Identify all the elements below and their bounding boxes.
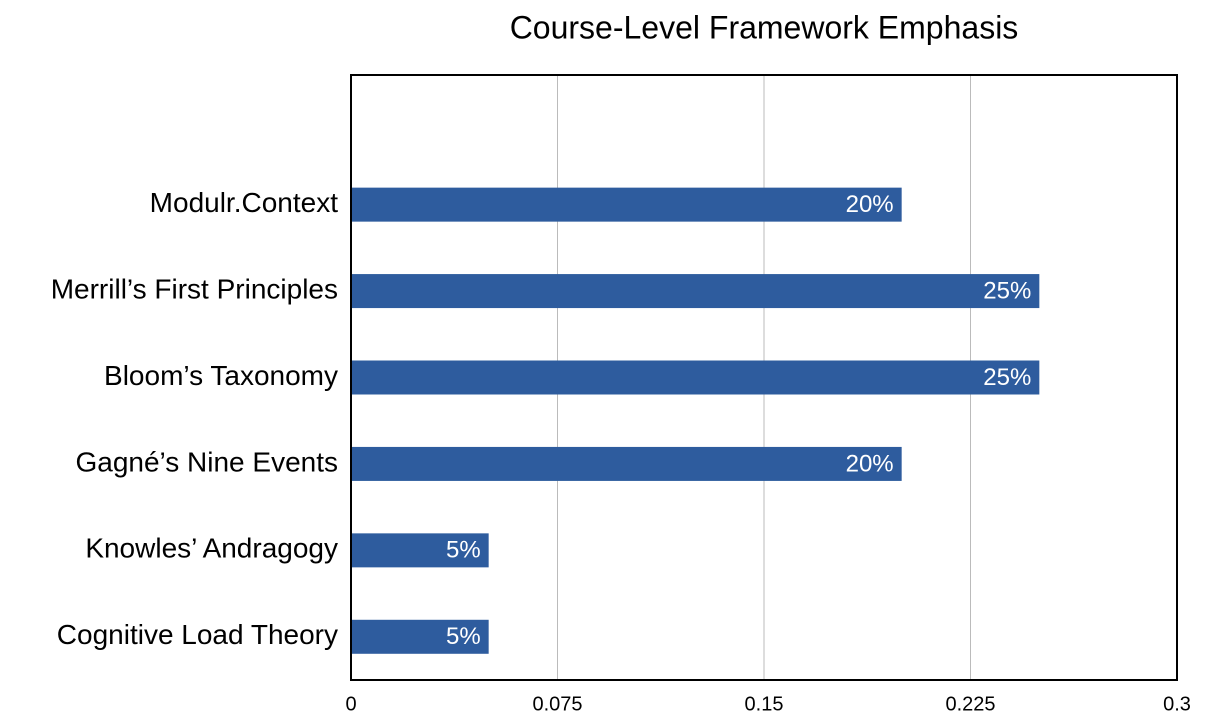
x-tick-label: 0 bbox=[345, 693, 356, 715]
bar bbox=[351, 446, 902, 481]
x-tick-label: 0.075 bbox=[532, 693, 582, 715]
bar bbox=[351, 360, 1040, 395]
y-tick-label: Bloom’s Taxonomy bbox=[104, 360, 338, 391]
bar bbox=[351, 274, 1040, 309]
plot-frame bbox=[350, 74, 1178, 681]
value-label: 25% bbox=[983, 364, 1031, 391]
value-label: 20% bbox=[846, 191, 894, 218]
x-tick-label: 0.225 bbox=[945, 693, 995, 715]
y-tick-label: Merrill’s First Principles bbox=[51, 273, 338, 304]
chart-title: Course-Level Framework Emphasis bbox=[510, 9, 1019, 45]
y-tick-label: Knowles’ Andragogy bbox=[85, 533, 338, 564]
bar bbox=[351, 619, 489, 654]
x-tick-label: 0.15 bbox=[745, 693, 784, 715]
y-tick-label: Cognitive Load Theory bbox=[57, 619, 338, 650]
value-label: 25% bbox=[983, 277, 1031, 304]
bar bbox=[351, 533, 489, 568]
x-tick-label: 0.3 bbox=[1163, 693, 1191, 715]
value-label: 5% bbox=[446, 623, 481, 650]
y-tick-label: Gagné’s Nine Events bbox=[75, 446, 338, 477]
value-label: 5% bbox=[446, 537, 481, 564]
y-tick-label: Modulr.Context bbox=[150, 187, 339, 218]
value-label: 20% bbox=[846, 450, 894, 477]
bar bbox=[351, 187, 902, 222]
